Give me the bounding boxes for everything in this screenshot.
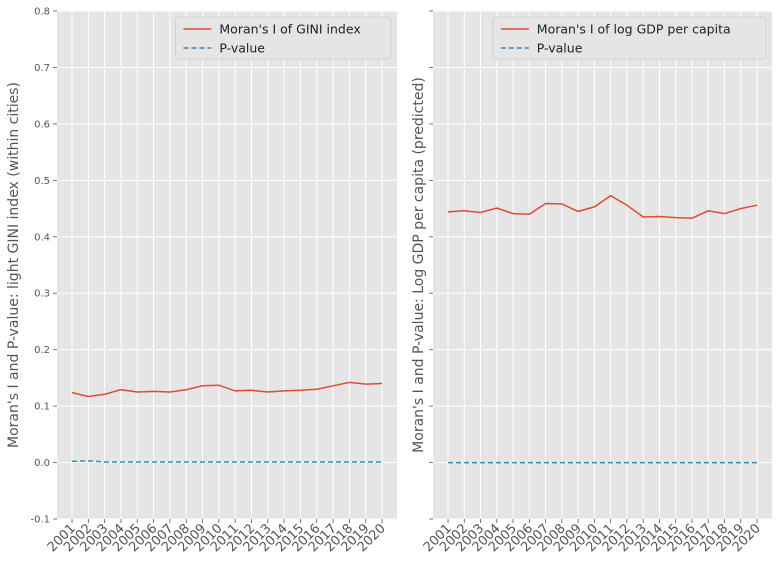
- series-line-morans-i: [71, 381, 383, 398]
- subplot-1: -0.10.00.10.20.30.40.50.60.70.8200120022…: [6, 7, 397, 555]
- plot-background: [57, 11, 397, 519]
- y-tick-label: 0.2: [34, 345, 50, 356]
- legend-entry: Moran's I of GINI index: [219, 22, 360, 37]
- legend-box: [174, 16, 392, 60]
- series-line-p-value: [71, 460, 382, 463]
- y-tick-label: 0.7: [34, 63, 50, 74]
- y-tick-label: 0.8: [34, 7, 50, 18]
- legend-box: [492, 16, 767, 60]
- series-line-morans-i: [447, 194, 758, 219]
- y-tick-label: 0.6: [34, 119, 50, 130]
- legend: Moran's I of GINI index P-value: [174, 16, 392, 60]
- plot-background: [433, 11, 772, 519]
- legend-entry: P-value: [537, 41, 583, 56]
- legend: Moran's I of log GDP per capita P-value: [492, 16, 767, 60]
- y-tick-label: 0.0: [34, 458, 50, 469]
- y-tick-label: 0.1: [34, 402, 50, 413]
- y-tick-label: 0.5: [34, 176, 50, 187]
- subplot-2: 2001200220032004200520062007200820092010…: [411, 10, 772, 555]
- y-axis-label: Moran's I and P-value: light GINI index …: [6, 82, 22, 448]
- y-axis-label: Moran's I and P-value: Log GDP per capit…: [411, 77, 427, 453]
- y-tick-label: 0.3: [34, 289, 50, 300]
- legend-entry: Moran's I of log GDP per capita: [537, 22, 731, 37]
- legend-entry: P-value: [219, 41, 265, 56]
- y-tick-label: 0.4: [34, 232, 50, 243]
- y-tick-label: -0.1: [30, 515, 50, 526]
